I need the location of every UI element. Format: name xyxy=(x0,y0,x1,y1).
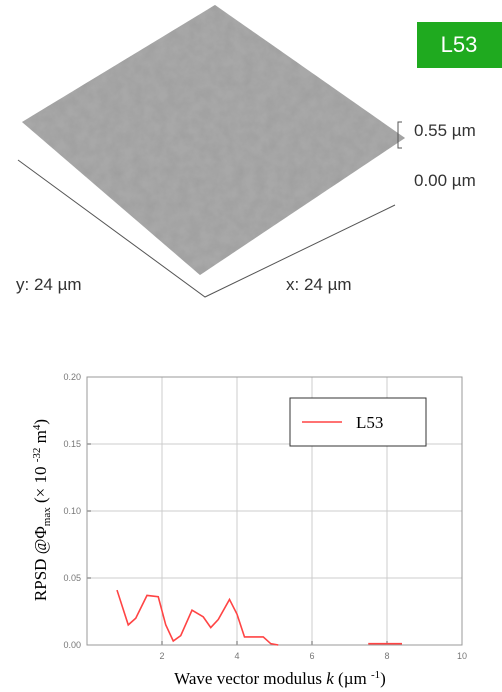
surface-texture xyxy=(22,5,405,275)
y-axis-label: RPSD @Φmax (× 10 -32 m4) xyxy=(31,419,53,601)
x-axis-label-part: Wave vector modulus xyxy=(174,669,326,688)
x-axis-label-part: -1 xyxy=(371,669,380,681)
x-tick-label: 4 xyxy=(234,651,239,661)
y-axis-label-part: (× 10 xyxy=(31,462,50,507)
x-axis-label: Wave vector modulus k (µm -1) xyxy=(174,669,386,688)
y-axis-label-part: RPSD @Φ xyxy=(31,526,50,601)
x-tick-label: 8 xyxy=(384,651,389,661)
y-axis-label-part: m xyxy=(31,430,50,447)
badge-text: L53 xyxy=(441,32,478,57)
y-tick-label: 0.10 xyxy=(63,506,81,516)
x-size: x: 24 µm xyxy=(286,275,352,294)
y-axis-label-part: ) xyxy=(31,419,50,425)
z-max: 0.55 µm xyxy=(414,121,476,140)
x-tick-label: 2 xyxy=(159,651,164,661)
z-min: 0.00 µm xyxy=(414,171,476,190)
x-axis-label-part: ) xyxy=(380,669,386,688)
page: L53 0.55 µm 0.00 µm y: 24 µm x: 24 µm 0.… xyxy=(0,0,502,692)
surface-image: L53 0.55 µm 0.00 µm y: 24 µm x: 24 µm xyxy=(16,5,502,297)
y-axis-label-part: max xyxy=(41,507,53,526)
x-tick-label: 10 xyxy=(457,651,467,661)
y-axis-label-part: -32 xyxy=(31,448,43,463)
y-tick-label: 0.20 xyxy=(63,372,81,382)
y-tick-label: 0.00 xyxy=(63,640,81,650)
y-tick-label: 0.05 xyxy=(63,573,81,583)
x-tick-label: 6 xyxy=(309,651,314,661)
x-axis-label-part: (µm xyxy=(334,669,371,688)
legend-label: L53 xyxy=(356,413,383,432)
y-tick-label: 0.15 xyxy=(63,439,81,449)
y-size: y: 24 µm xyxy=(16,275,82,294)
